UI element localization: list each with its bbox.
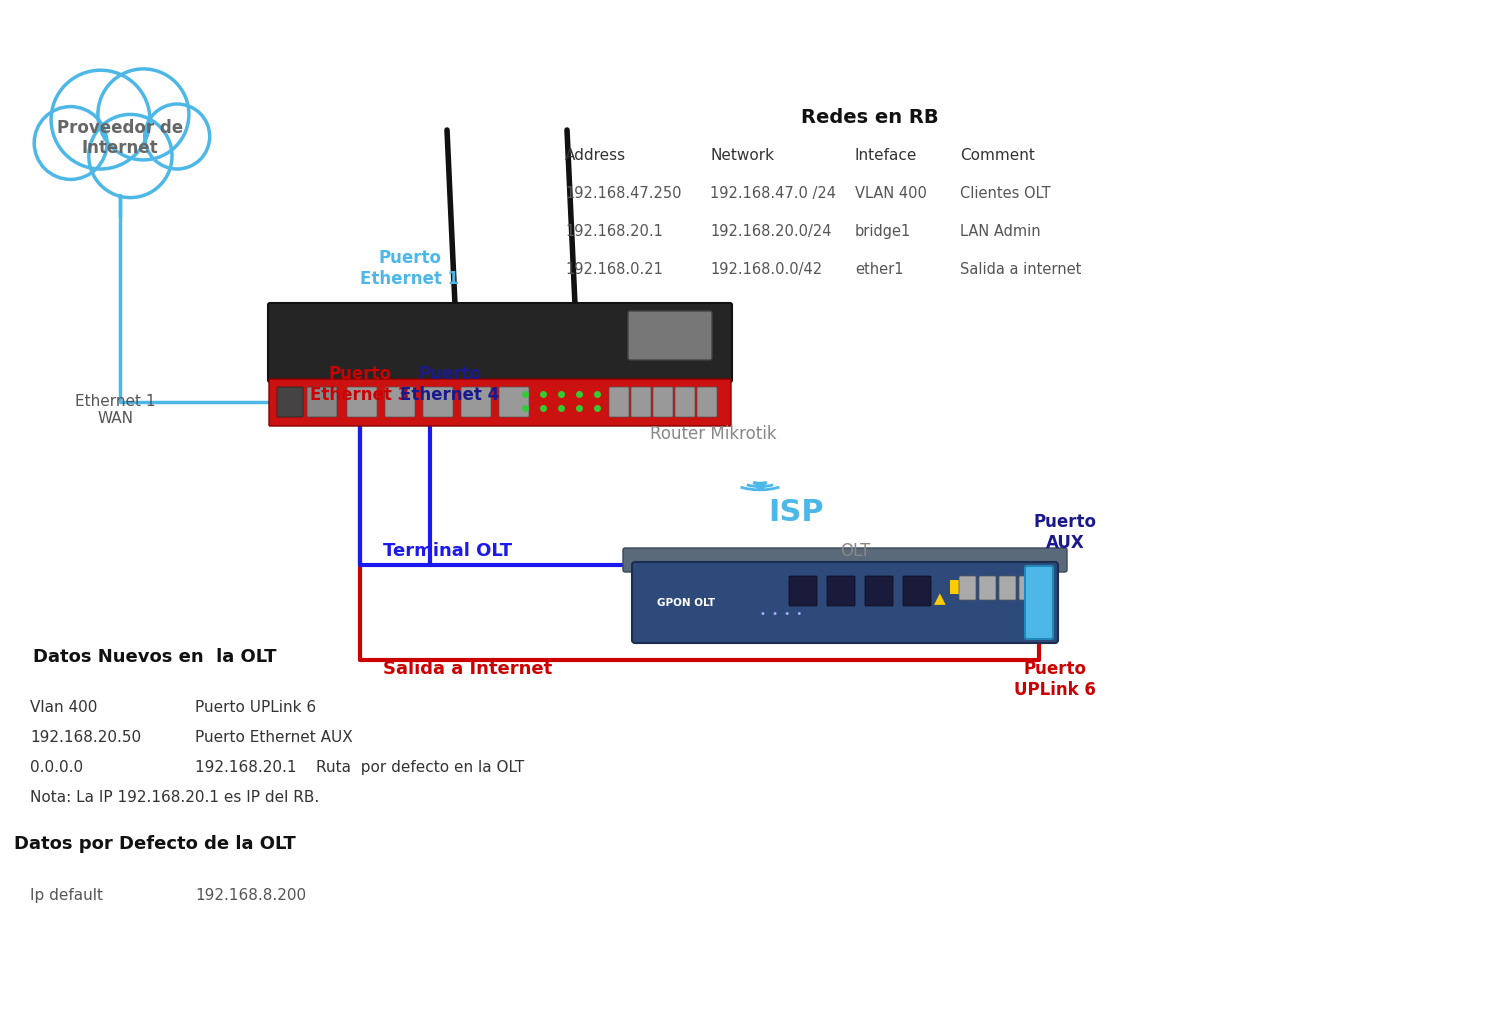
Text: GPON OLT: GPON OLT <box>657 598 716 607</box>
Circle shape <box>51 70 150 169</box>
Text: ether1: ether1 <box>855 262 903 277</box>
Circle shape <box>98 69 189 160</box>
Text: 192.168.47.0 /24: 192.168.47.0 /24 <box>710 186 836 201</box>
Text: Router Mikrotik: Router Mikrotik <box>650 425 777 443</box>
FancyBboxPatch shape <box>950 580 964 594</box>
FancyBboxPatch shape <box>460 387 490 417</box>
Text: ▲: ▲ <box>934 591 946 606</box>
FancyBboxPatch shape <box>278 387 303 417</box>
FancyBboxPatch shape <box>346 387 376 417</box>
Text: bridge1: bridge1 <box>855 224 910 239</box>
Text: Salida a Internet: Salida a Internet <box>382 660 552 678</box>
Text: 0.0.0.0: 0.0.0.0 <box>30 760 82 775</box>
Text: Terminal OLT: Terminal OLT <box>382 542 512 560</box>
Text: Address: Address <box>566 148 626 163</box>
Text: Vlan 400: Vlan 400 <box>30 700 98 716</box>
FancyBboxPatch shape <box>609 387 628 417</box>
FancyBboxPatch shape <box>632 387 651 417</box>
FancyBboxPatch shape <box>423 387 453 417</box>
FancyBboxPatch shape <box>958 576 976 600</box>
Text: Network: Network <box>710 148 774 163</box>
FancyBboxPatch shape <box>980 576 996 600</box>
Text: 192.168.8.200: 192.168.8.200 <box>195 888 306 903</box>
Text: Proveedor de
Internet: Proveedor de Internet <box>57 119 183 158</box>
FancyBboxPatch shape <box>500 387 530 417</box>
Text: 192.168.0.0/42: 192.168.0.0/42 <box>710 262 822 277</box>
Text: Puerto
UPLink 6: Puerto UPLink 6 <box>1014 660 1096 699</box>
Text: Datos por Defecto de la OLT: Datos por Defecto de la OLT <box>13 835 296 853</box>
Text: 192.168.47.250: 192.168.47.250 <box>566 186 681 201</box>
Text: 192.168.20.0/24: 192.168.20.0/24 <box>710 224 831 239</box>
Text: Ethernet 1
WAN: Ethernet 1 WAN <box>75 394 156 426</box>
FancyBboxPatch shape <box>268 303 732 383</box>
Text: Inteface: Inteface <box>855 148 918 163</box>
FancyBboxPatch shape <box>698 387 717 417</box>
FancyBboxPatch shape <box>628 311 712 360</box>
Text: Comment: Comment <box>960 148 1035 163</box>
Text: LAN Admin: LAN Admin <box>960 224 1041 239</box>
Text: Puerto
Ethernet 1: Puerto Ethernet 1 <box>360 250 459 288</box>
Text: Puerto Ethernet AUX: Puerto Ethernet AUX <box>195 730 352 745</box>
FancyBboxPatch shape <box>632 562 1058 643</box>
Circle shape <box>34 106 106 179</box>
FancyBboxPatch shape <box>1019 576 1036 600</box>
Text: Clientes OLT: Clientes OLT <box>960 186 1050 201</box>
FancyBboxPatch shape <box>1024 566 1053 639</box>
FancyBboxPatch shape <box>903 576 932 606</box>
Text: 192.168.0.21: 192.168.0.21 <box>566 262 663 277</box>
Text: VLAN 400: VLAN 400 <box>855 186 927 201</box>
FancyBboxPatch shape <box>999 576 1016 600</box>
Text: 192.168.20.1: 192.168.20.1 <box>566 224 663 239</box>
Text: Salida a internet: Salida a internet <box>960 262 1082 277</box>
FancyBboxPatch shape <box>789 576 818 606</box>
Text: Datos Nuevos en  la OLT: Datos Nuevos en la OLT <box>33 648 276 666</box>
Text: Puerto
AUX: Puerto AUX <box>1034 513 1096 552</box>
FancyBboxPatch shape <box>865 576 892 606</box>
FancyBboxPatch shape <box>622 548 1066 572</box>
Text: Puerto
Ethernet 3: Puerto Ethernet 3 <box>310 365 410 404</box>
Text: 192.168.20.50: 192.168.20.50 <box>30 730 141 745</box>
Text: Nota: La IP 192.168.20.1 es IP del RB.: Nota: La IP 192.168.20.1 es IP del RB. <box>30 790 320 805</box>
FancyBboxPatch shape <box>308 387 338 417</box>
Text: Puerto
Ethernet 4: Puerto Ethernet 4 <box>400 365 500 404</box>
Text: Ip default: Ip default <box>30 888 104 903</box>
Text: Redes en RB: Redes en RB <box>801 108 939 127</box>
Text: •  •  •  •: • • • • <box>760 608 802 619</box>
FancyBboxPatch shape <box>652 387 674 417</box>
FancyBboxPatch shape <box>827 576 855 606</box>
Circle shape <box>144 104 210 169</box>
FancyBboxPatch shape <box>386 387 416 417</box>
Circle shape <box>88 114 172 198</box>
Text: OLT: OLT <box>840 542 870 560</box>
Text: 192.168.20.1    Ruta  por defecto en la OLT: 192.168.20.1 Ruta por defecto en la OLT <box>195 760 525 775</box>
Text: ISP: ISP <box>768 498 824 527</box>
FancyBboxPatch shape <box>268 379 730 426</box>
FancyBboxPatch shape <box>675 387 694 417</box>
Text: Puerto UPLink 6: Puerto UPLink 6 <box>195 700 316 716</box>
